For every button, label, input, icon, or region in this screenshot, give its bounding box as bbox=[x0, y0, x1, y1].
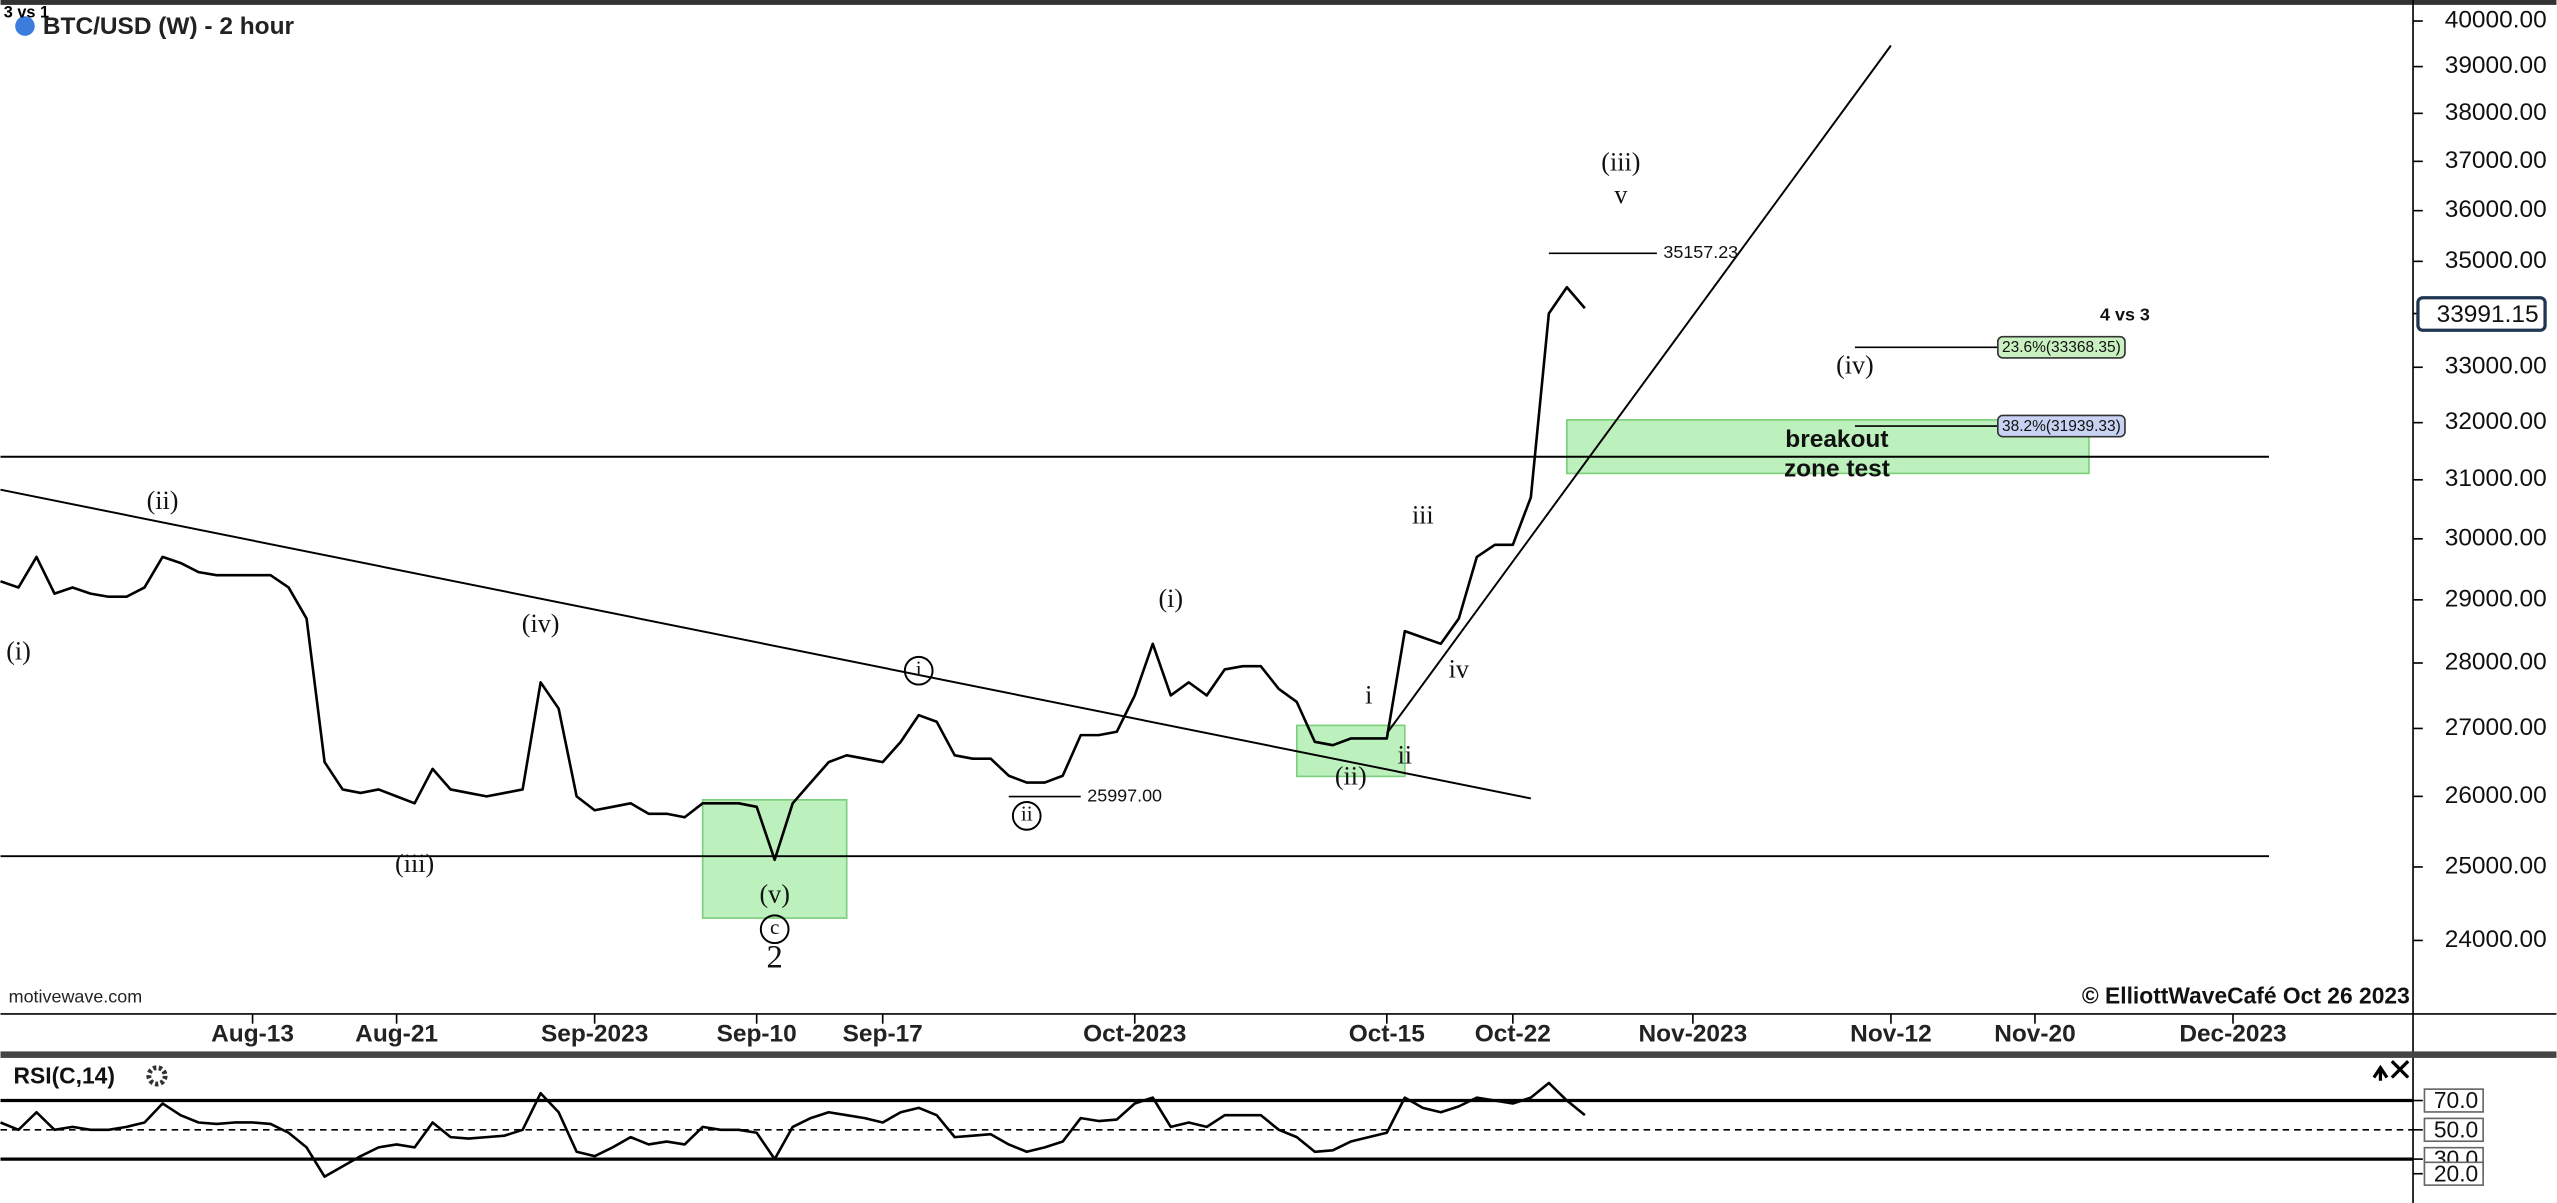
price-label: 35157.23 bbox=[1663, 242, 1738, 262]
x-tick-label: Nov-12 bbox=[1850, 1021, 1932, 1048]
wave-label: ii bbox=[1021, 802, 1033, 826]
x-tick-label: Sep-10 bbox=[717, 1021, 797, 1048]
x-tick-label: Nov-20 bbox=[1994, 1021, 2076, 1048]
rsi-tick-label: 70.0 bbox=[2434, 1087, 2478, 1113]
y-tick-label: 26000.00 bbox=[2445, 782, 2547, 809]
rsi-tick-box bbox=[2423, 1117, 2484, 1143]
y-tick-label: 40000.00 bbox=[2445, 6, 2547, 33]
y-tick-label: 31000.00 bbox=[2445, 465, 2547, 492]
rsi-tick-box bbox=[2423, 1161, 2484, 1186]
wave-label: c bbox=[770, 915, 779, 939]
wave-label: v bbox=[1614, 180, 1628, 209]
y-tick-label: 35000.00 bbox=[2445, 247, 2547, 274]
x-tick-label: Sep-17 bbox=[843, 1021, 923, 1048]
y-tick-label: 37000.00 bbox=[2445, 147, 2547, 174]
last-price-box bbox=[2416, 296, 2547, 332]
y-tick-label: 32000.00 bbox=[2445, 408, 2547, 435]
rsi-line bbox=[0, 1081, 1586, 1178]
x-tick-label: Oct-2023 bbox=[1083, 1021, 1186, 1048]
x-tick-label: Sep-2023 bbox=[541, 1021, 648, 1048]
top-border bbox=[0, 0, 2557, 5]
y-tick-label: 28000.00 bbox=[2445, 648, 2547, 675]
y-tick-label: 25000.00 bbox=[2445, 852, 2547, 879]
wave-label: (ii) bbox=[1335, 761, 1367, 790]
rsi-tick-label: 20.0 bbox=[2434, 1160, 2478, 1186]
fib-label-box bbox=[1997, 414, 2126, 438]
wave-label: (iii) bbox=[1601, 148, 1640, 177]
y-tick-label: 38000.00 bbox=[2445, 99, 2547, 126]
zone-note: zone test bbox=[1784, 455, 1890, 482]
x-tick-label: Aug-21 bbox=[355, 1021, 438, 1048]
wave-label: (i) bbox=[1158, 584, 1183, 613]
wave-label: (iii) bbox=[395, 849, 434, 878]
x-tick-label: Oct-22 bbox=[1475, 1021, 1551, 1048]
zone-note: 4 vs 3 bbox=[2100, 304, 2150, 324]
corner-note: 3 vs 1 bbox=[4, 3, 49, 21]
y-tick-label: 27000.00 bbox=[2445, 714, 2547, 741]
wave-label: (iv) bbox=[1836, 350, 1874, 379]
maximize-icon[interactable] bbox=[2372, 1064, 2389, 1081]
wave-label: (iv) bbox=[522, 609, 560, 638]
price-label: 25997.00 bbox=[1087, 785, 1162, 805]
last-price-label: 33991.15 bbox=[2437, 301, 2539, 328]
x-tick-label: Aug-13 bbox=[211, 1021, 294, 1048]
wave-label: i bbox=[916, 657, 922, 681]
y-tick-label: 24000.00 bbox=[2445, 926, 2547, 953]
x-tick-label: Dec-2023 bbox=[2179, 1021, 2286, 1048]
x-tick-label: Oct-15 bbox=[1349, 1021, 1425, 1048]
fib-label: 23.6%(33368.35) bbox=[2002, 339, 2121, 356]
trend-line bbox=[1386, 44, 1892, 735]
wave-label: 2 bbox=[767, 940, 783, 976]
wave-label: (i) bbox=[6, 636, 31, 665]
wave-label: i bbox=[1365, 680, 1372, 709]
close-icon[interactable] bbox=[2390, 1060, 2410, 1079]
y-tick-label: 39000.00 bbox=[2445, 52, 2547, 79]
fib-label-box bbox=[1997, 335, 2126, 359]
symbol-dot bbox=[15, 16, 35, 36]
source-label: motivewave.com bbox=[9, 986, 142, 1006]
wave-circle bbox=[903, 655, 934, 686]
zone-note: breakout bbox=[1785, 426, 1888, 453]
y-tick-label: 36000.00 bbox=[2445, 196, 2547, 223]
rsi-tick-label: 50.0 bbox=[2434, 1116, 2478, 1142]
wave-label: ii bbox=[1398, 740, 1413, 769]
fib-label: 38.2%(31939.33) bbox=[2002, 418, 2121, 435]
wave-label: iv bbox=[1449, 654, 1470, 683]
wave-label: iii bbox=[1412, 500, 1434, 529]
rsi-tick-box bbox=[2423, 1088, 2484, 1113]
y-tick-label: 30000.00 bbox=[2445, 524, 2547, 551]
settings-icon[interactable] bbox=[146, 1065, 168, 1087]
rsi-title: RSI(C,14) bbox=[14, 1063, 115, 1089]
x-tick-label: Nov-2023 bbox=[1639, 1021, 1748, 1048]
y-tick-label: 33000.00 bbox=[2445, 353, 2547, 380]
trend-line bbox=[0, 488, 1532, 800]
y-tick-label: 29000.00 bbox=[2445, 585, 2547, 612]
price-line bbox=[0, 285, 1586, 862]
wave-circle bbox=[1011, 801, 1042, 831]
wave-label: (ii) bbox=[147, 486, 179, 515]
wave-circle bbox=[759, 914, 790, 945]
panel-divider bbox=[0, 1051, 2557, 1058]
wave-label: (v) bbox=[759, 880, 789, 909]
chart-title: BTC/USD (W) - 2 hour bbox=[43, 13, 295, 40]
copyright: © ElliottWaveCafé Oct 26 2023 bbox=[2082, 983, 2410, 1009]
